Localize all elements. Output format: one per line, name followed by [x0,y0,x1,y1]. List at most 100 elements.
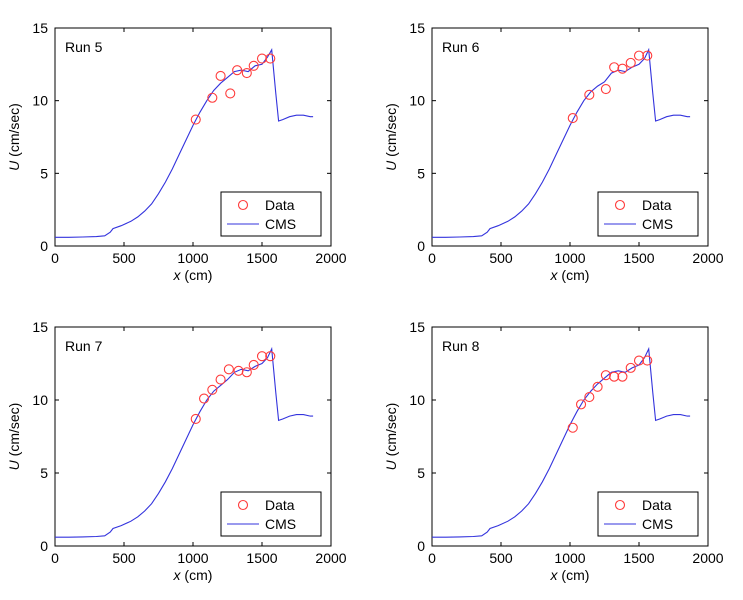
x-axis-label: x (cm) [173,567,213,583]
y-tick-label: 0 [417,238,425,254]
panel-4: 0 500 1000 1500 2000 0 5 10 15 x (cm) U (cm/sec) Ru… [383,319,724,583]
data-point [617,63,628,74]
y-tick-label: 0 [417,538,425,554]
data-point [248,359,259,371]
x-axis-unit: (cm) [181,567,213,583]
x-axis-label: x (cm) [173,267,213,283]
x-axis-label: x (cm) [550,267,590,283]
data-point [241,367,252,378]
legend-data-marker [614,199,626,211]
y-tick-label: 10 [409,93,425,109]
data-point [223,364,234,375]
y-tick-label: 15 [409,319,425,335]
data-point [642,355,653,366]
x-axis-variable: x [173,567,182,583]
y-tick-label: 10 [32,93,48,109]
data-point [642,50,653,61]
data-point [567,113,578,124]
panel-title: Run 6 [442,39,480,55]
data-point [633,50,645,61]
data-point [241,68,252,79]
data-point [207,92,218,103]
data-point [256,351,268,362]
legend-box [597,191,699,237]
y-tick-label: 0 [40,538,48,554]
data-point [584,89,595,100]
data-point [609,371,620,382]
legend-label-data: Data [642,197,672,213]
legend-data-marker [237,199,249,211]
x-axis-variable: x [173,267,182,283]
x-tick-label: 0 [51,250,59,266]
data-point [215,374,226,385]
x-axis-unit: (cm) [558,567,590,583]
x-axis-variable: x [550,567,559,583]
panel-title: Run 7 [65,338,103,354]
x-tick-label: 1500 [246,250,277,266]
legend-box [220,491,322,537]
data-point [190,413,201,425]
x-tick-label: 2000 [692,250,723,266]
data-point [584,392,595,403]
legend-label-data: Data [265,497,295,513]
y-tick-label: 5 [417,165,425,181]
panel-title: Run 5 [65,39,103,55]
x-tick-label: 1500 [246,550,277,566]
legend: Data CMS [220,191,322,237]
x-tick-label: 1500 [623,550,654,566]
x-tick-label: 0 [428,550,436,566]
y-axis-variable: U [6,459,22,470]
legend-box [597,491,699,537]
x-tick-label: 500 [489,550,513,566]
cms-series-line [432,346,691,538]
legend-label-data: Data [642,497,672,513]
legend-label-cms: CMS [265,216,296,232]
y-axis-unit: (cm/sec) [383,103,399,161]
legend-label-cms: CMS [642,216,673,232]
y-tick-label: 15 [32,20,48,36]
legend: Data CMS [220,491,322,537]
data-point [265,53,276,64]
y-tick-label: 5 [417,465,425,481]
data-point [609,62,620,73]
data-point [633,355,645,366]
legend-label-cms: CMS [265,516,296,532]
x-tick-label: 500 [489,250,513,266]
y-axis-label: U (cm/sec) [383,403,399,471]
panel-1: 0 500 1000 1500 2000 0 5 10 15 x (cm) U (cm/sec) Ru… [6,20,347,283]
panel-3: 0 500 1000 1500 2000 0 5 10 15 x (cm) U (cm/sec) Ru… [6,319,347,583]
x-tick-label: 500 [112,550,136,566]
data-point [625,362,636,373]
y-axis-variable: U [6,160,22,171]
y-tick-label: 15 [32,319,48,335]
legend-data-marker [614,499,626,511]
y-tick-label: 15 [409,20,425,36]
data-point [567,422,578,433]
cms-series-line [55,48,314,238]
y-axis-unit: (cm/sec) [6,103,22,161]
legend-data-marker [237,499,249,511]
x-tick-label: 0 [428,250,436,266]
data-point [256,53,268,64]
data-point [190,114,201,125]
data-point [600,370,611,381]
panel-title: Run 8 [442,338,480,354]
legend-label-data: Data [265,197,295,213]
y-axis-unit: (cm/sec) [6,403,22,461]
cms-series-line [55,346,314,538]
y-tick-label: 5 [40,165,48,181]
x-tick-label: 500 [112,250,136,266]
y-tick-label: 0 [40,238,48,254]
y-axis-label: U (cm/sec) [383,103,399,171]
x-tick-label: 1000 [177,550,208,566]
y-tick-label: 5 [40,465,48,481]
legend: Data CMS [597,491,699,537]
data-point [232,65,243,76]
data-point [592,381,603,392]
y-tick-label: 10 [32,392,48,408]
data-point [575,399,587,410]
data-point [617,371,628,382]
x-tick-label: 1500 [623,250,654,266]
y-axis-label: U (cm/sec) [6,103,22,171]
data-point [265,351,276,362]
